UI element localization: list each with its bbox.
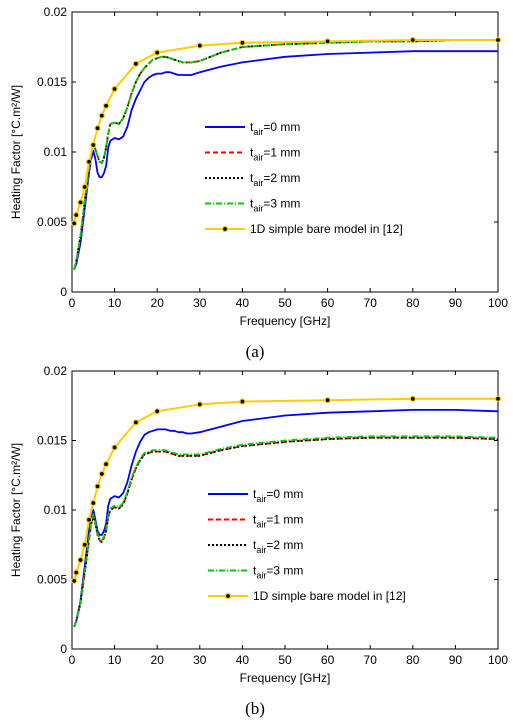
x-tick-label: 10 — [108, 296, 122, 310]
series-marker — [73, 569, 80, 576]
x-tick-label: 40 — [236, 653, 250, 667]
series-marker — [94, 125, 101, 132]
y-tick-label: 0.02 — [44, 364, 68, 378]
series-marker — [90, 141, 97, 149]
legend-entry: 1D simple bare model in [12] — [253, 589, 406, 603]
series-marker — [111, 85, 118, 93]
series-marker — [196, 401, 203, 408]
series-line-0 — [73, 50, 498, 270]
x-tick-label: 50 — [278, 296, 292, 310]
legend-entry: tair=2 mm — [250, 171, 300, 188]
series-marker — [77, 199, 84, 206]
series-marker — [494, 36, 502, 44]
series-line-3 — [73, 435, 498, 628]
series-marker — [239, 398, 246, 405]
series-line-3 — [73, 39, 498, 270]
legend-marker — [224, 592, 232, 600]
panel-label: (a) — [246, 342, 265, 361]
series-marker — [71, 220, 78, 227]
series-marker — [81, 183, 88, 191]
x-tick-label: 0 — [69, 296, 76, 310]
x-tick-label: 80 — [406, 296, 420, 310]
legend-entry: tair=0 mm — [253, 487, 303, 504]
series-marker — [132, 419, 139, 426]
x-tick-label: 100 — [488, 296, 508, 310]
y-tick-label: 0.015 — [37, 75, 67, 89]
legend-entry: 1D simple bare model in [12] — [250, 222, 403, 236]
series-marker — [154, 408, 161, 415]
x-tick-label: 50 — [278, 653, 292, 667]
series-marker — [81, 541, 88, 548]
series-marker — [196, 42, 203, 49]
legend: tair=0 mm tair=1 mm tair=2 mm tair=3 mm 1D s… — [205, 120, 403, 236]
series-marker — [94, 483, 101, 490]
legend-entry: tair=1 mm — [250, 146, 300, 163]
series-marker — [239, 39, 246, 46]
series-marker — [98, 112, 105, 119]
y-tick-label: 0.02 — [44, 5, 68, 19]
series-marker — [102, 102, 110, 109]
series-line-0 — [73, 408, 498, 628]
x-axis-label: Frequency [GHz] — [240, 314, 331, 328]
series-marker — [98, 470, 105, 477]
plot-area — [71, 11, 499, 293]
series-marker — [132, 60, 139, 67]
x-tick-label: 70 — [364, 653, 378, 667]
legend-marker — [221, 225, 229, 233]
series-marker — [90, 499, 97, 507]
series-marker — [324, 397, 331, 404]
x-tick-label: 30 — [193, 296, 207, 310]
y-tick-label: 0.005 — [37, 215, 67, 229]
series-marker — [154, 49, 161, 56]
x-tick-label: 60 — [321, 653, 335, 667]
x-tick-label: 70 — [364, 296, 378, 310]
x-tick-label: 20 — [151, 296, 165, 310]
series-marker — [71, 577, 78, 584]
series-marker — [102, 461, 110, 468]
x-tick-label: 90 — [449, 653, 463, 667]
x-tick-label: 90 — [449, 296, 463, 310]
series-marker — [324, 38, 331, 45]
legend-entry: tair=3 mm — [250, 197, 300, 214]
x-tick-label: 20 — [151, 653, 165, 667]
chart-panel-a: 0 10 20 30 40 50 60 70 80 90 100 0 0.005 0.01 0.015 0.0… — [9, 5, 508, 361]
legend: tair=0 mm tair=1 mm tair=2 mm tair=3 mm 1D s… — [208, 487, 406, 603]
chart-panel-b: 0 10 20 30 40 50 60 70 80 90 100 0 0.005 0.01 0.015 0.0… — [9, 364, 508, 718]
x-tick-label: 10 — [108, 653, 122, 667]
x-axis-label: Frequency [GHz] — [240, 671, 331, 685]
y-tick-label: 0.01 — [44, 503, 68, 517]
y-tick-label: 0.015 — [37, 434, 67, 448]
series-marker — [111, 444, 118, 451]
series-line-1 — [73, 39, 498, 270]
y-axis-label: Heating Factor [°C.m²/W] — [9, 443, 23, 577]
y-tick-label: 0 — [60, 285, 67, 299]
legend-entry: tair=1 mm — [253, 513, 303, 530]
plot-area — [71, 370, 499, 650]
x-tick-label: 60 — [321, 296, 335, 310]
series-marker — [409, 36, 416, 44]
x-tick-label: 40 — [236, 296, 250, 310]
y-tick-label: 0.005 — [37, 573, 67, 587]
x-tick-label: 30 — [193, 653, 207, 667]
series-marker — [494, 395, 502, 402]
x-tick-label: 0 — [69, 653, 76, 667]
series-marker — [409, 395, 416, 402]
y-tick-label: 0.01 — [44, 145, 68, 159]
legend-entry: tair=2 mm — [253, 538, 303, 555]
legend-entry: tair=0 mm — [250, 120, 300, 137]
series-marker — [77, 556, 84, 564]
series-marker — [85, 158, 93, 165]
series-marker — [85, 516, 93, 523]
y-axis-label: Heating Factor [°C.m²/W] — [9, 85, 23, 219]
legend-entry: tair=3 mm — [253, 564, 303, 581]
y-tick-label: 0 — [60, 642, 67, 656]
panel-label: (b) — [245, 699, 265, 718]
x-tick-label: 100 — [488, 653, 508, 667]
x-tick-label: 80 — [406, 653, 420, 667]
series-marker — [73, 211, 80, 219]
